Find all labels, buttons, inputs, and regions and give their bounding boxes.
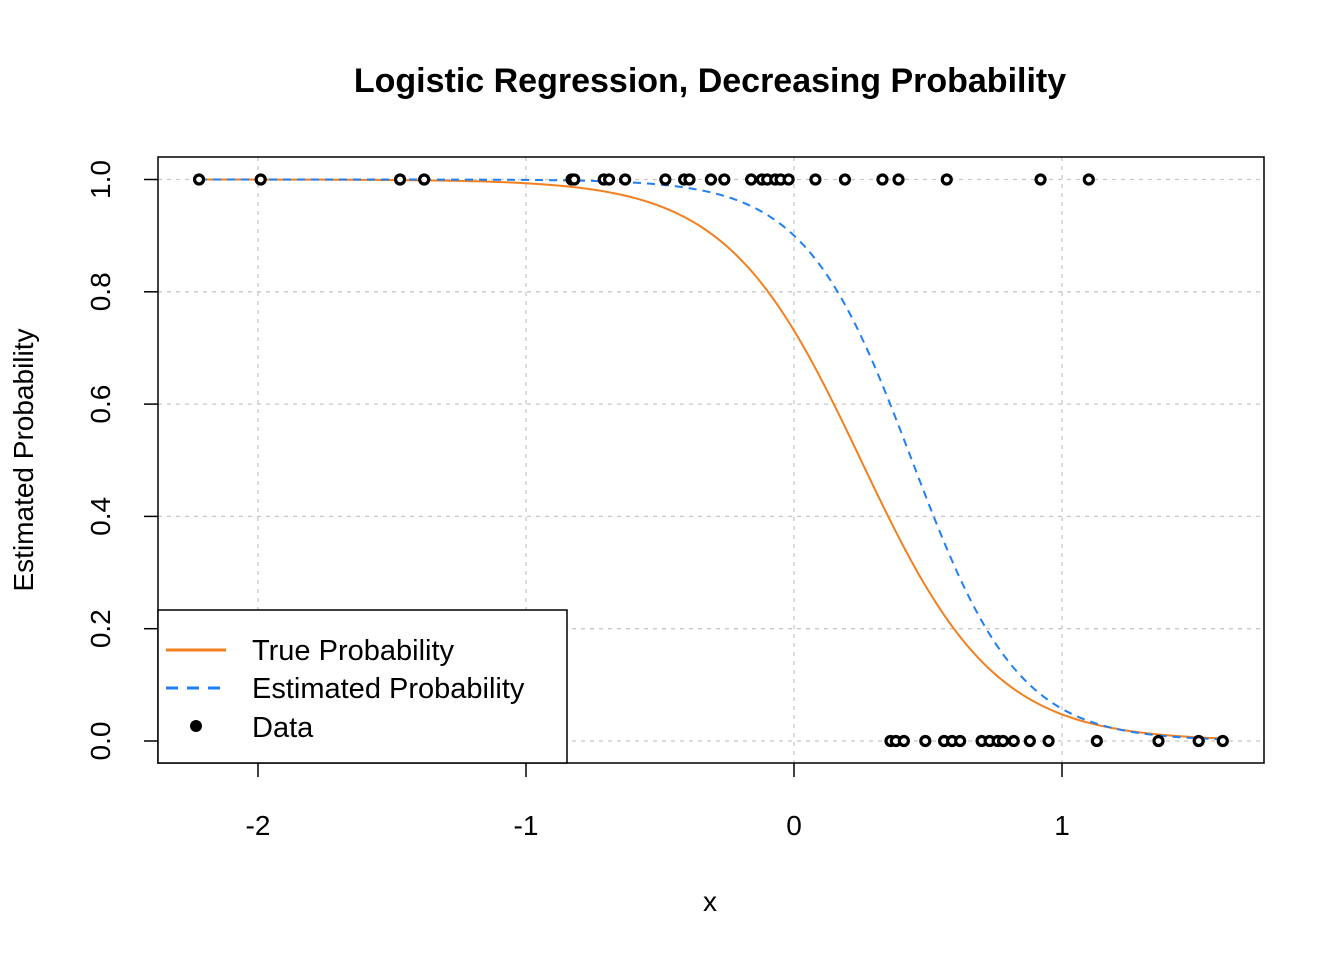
- data-point: [718, 173, 731, 186]
- data-point: [683, 173, 696, 186]
- data-point: [892, 173, 905, 186]
- data-point: [745, 173, 758, 186]
- y-tick-label: 0.4: [85, 497, 116, 536]
- data-point: [897, 734, 910, 748]
- data-point: [1152, 734, 1165, 748]
- legend-swatch-data: [190, 720, 202, 732]
- estimated-probability-line: [199, 178, 1223, 741]
- data-point: [254, 173, 267, 186]
- data-point: [954, 734, 967, 748]
- data-point: [838, 173, 852, 186]
- data-point: [1090, 734, 1103, 748]
- data-point: [418, 173, 431, 186]
- data-point: [659, 173, 672, 186]
- data-point: [1082, 173, 1095, 186]
- x-tick-label: -2: [246, 810, 271, 841]
- data-point: [1042, 734, 1055, 748]
- data-point: [1034, 173, 1047, 186]
- data-point: [782, 173, 795, 186]
- data-point: [1216, 734, 1229, 748]
- legend: True Probability Estimated Probability D…: [157, 609, 568, 764]
- x-axis-ticks: -2 -1 0 1: [246, 763, 1070, 841]
- y-tick-label: 1.0: [85, 160, 116, 199]
- y-axis-label: Estimated Probability: [8, 328, 39, 591]
- data-point: [619, 173, 632, 186]
- x-tick-label: 1: [1054, 810, 1070, 841]
- data-point: [568, 173, 581, 186]
- y-tick-label: 0.2: [85, 609, 116, 648]
- data-point: [393, 173, 407, 186]
- data-point: [876, 173, 889, 186]
- legend-label-estimated: Estimated Probability: [252, 673, 525, 705]
- data-point: [809, 173, 822, 186]
- series-layer: [199, 178, 1223, 741]
- data-point: [996, 734, 1010, 748]
- y-tick-label: 0.0: [85, 722, 116, 761]
- data-point: [940, 173, 953, 186]
- legend-label-true: True Probability: [252, 635, 455, 667]
- data-point: [1192, 734, 1205, 748]
- x-tick-label: -1: [514, 810, 539, 841]
- x-axis-label: x: [703, 886, 717, 917]
- data-point: [919, 734, 932, 748]
- x-tick-label: 0: [786, 810, 802, 841]
- data-point: [704, 173, 718, 186]
- y-tick-label: 0.6: [85, 385, 116, 424]
- plot-frame: [157, 156, 1265, 764]
- legend-label-data: Data: [252, 712, 314, 744]
- data-point: [192, 173, 206, 186]
- data-point: [1023, 734, 1036, 748]
- data-point: [602, 173, 616, 186]
- y-tick-label: 0.8: [85, 272, 116, 311]
- data-points: [192, 173, 1229, 748]
- y-axis-ticks: 0.0 0.2 0.4 0.6 0.8 1.0: [85, 160, 158, 760]
- legend-box: [157, 609, 568, 764]
- chart-title: Logistic Regression, Decreasing Probabil…: [354, 62, 1066, 100]
- data-point: [1007, 734, 1020, 748]
